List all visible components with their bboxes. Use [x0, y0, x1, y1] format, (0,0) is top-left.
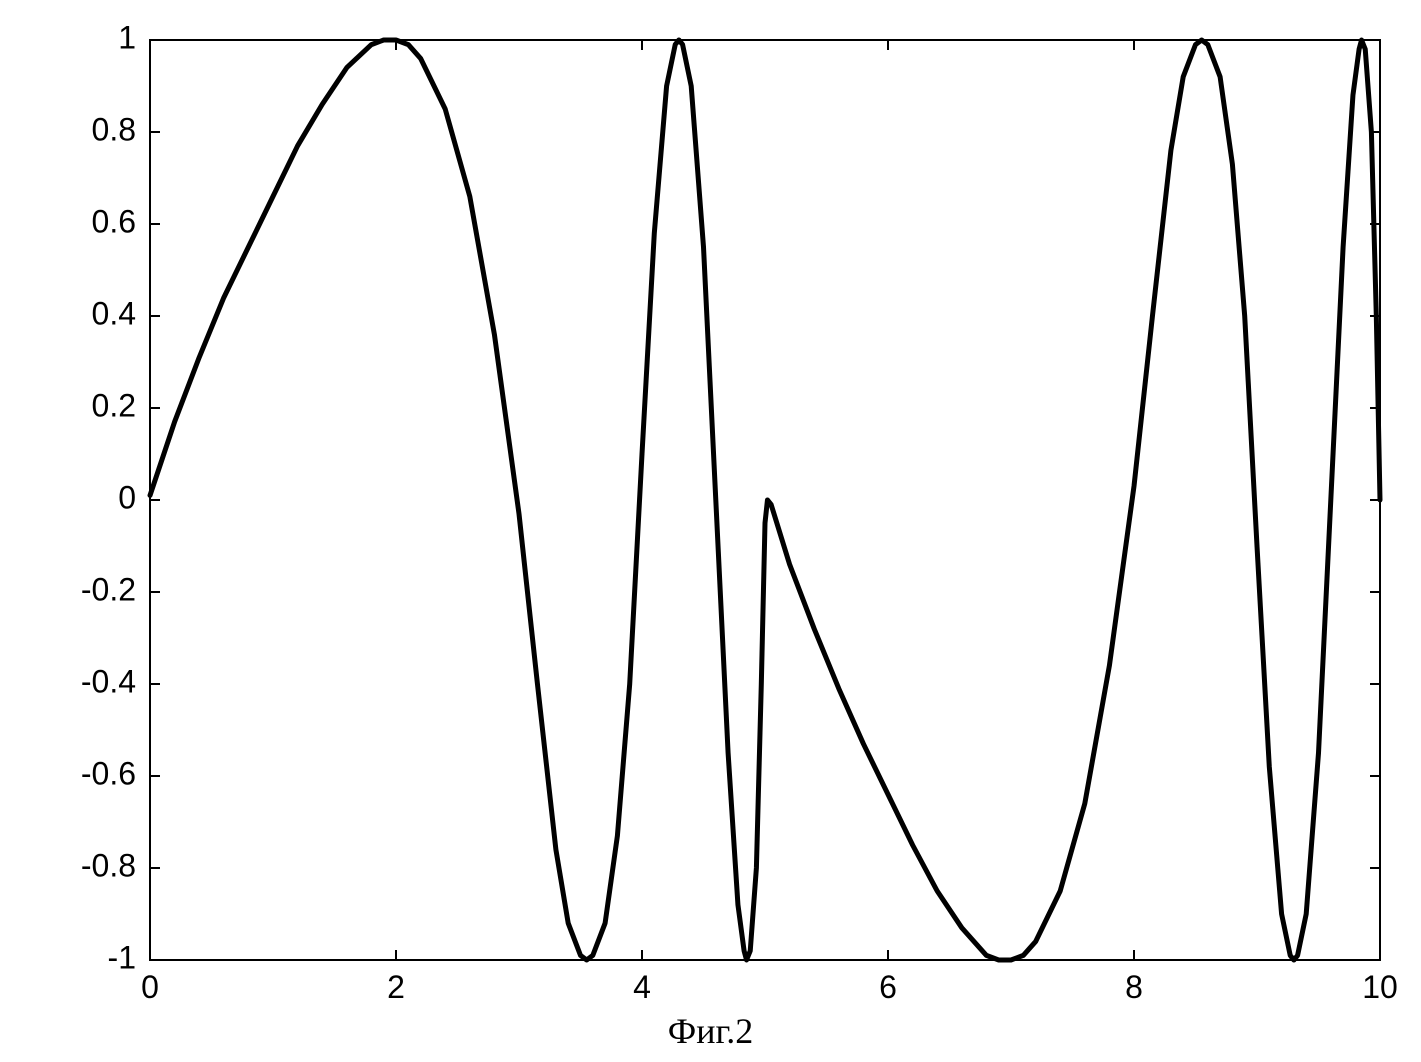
series-line	[150, 40, 1380, 960]
x-tick-label: 0	[141, 969, 159, 1000]
figure-caption: Фиг.2	[668, 1010, 753, 1052]
y-tick-label: 0.6	[92, 203, 136, 239]
y-tick-label: -1	[108, 939, 136, 975]
y-tick-label: -0.2	[81, 571, 136, 607]
x-tick-label: 4	[633, 969, 651, 1000]
y-tick-label: 0.8	[92, 111, 136, 147]
x-tick-label: 8	[1125, 969, 1143, 1000]
line-chart: 0 2 4 6 8 10 -1 -0.8 -0.6 -0.4 -0.2 0 0.2 0.4 0.6 0.8 1	[0, 0, 1421, 1000]
y-tick-label: -0.8	[81, 847, 136, 883]
y-tick-label: 0.2	[92, 387, 136, 423]
y-tick-label: -0.6	[81, 755, 136, 791]
chart-container: 0246810-1-0.8-0.6-0.4-0.200.20.40.60.81 …	[0, 0, 1421, 1062]
y-tick-label: -0.4	[81, 663, 136, 699]
y-tick-label: 0	[118, 479, 136, 515]
x-tick-label: 2	[387, 969, 405, 1000]
x-tick-label: 10	[1362, 969, 1398, 1000]
y-tick-label: 0.4	[92, 295, 136, 331]
x-tick-label: 6	[879, 969, 897, 1000]
y-tick-label: 1	[118, 19, 136, 55]
